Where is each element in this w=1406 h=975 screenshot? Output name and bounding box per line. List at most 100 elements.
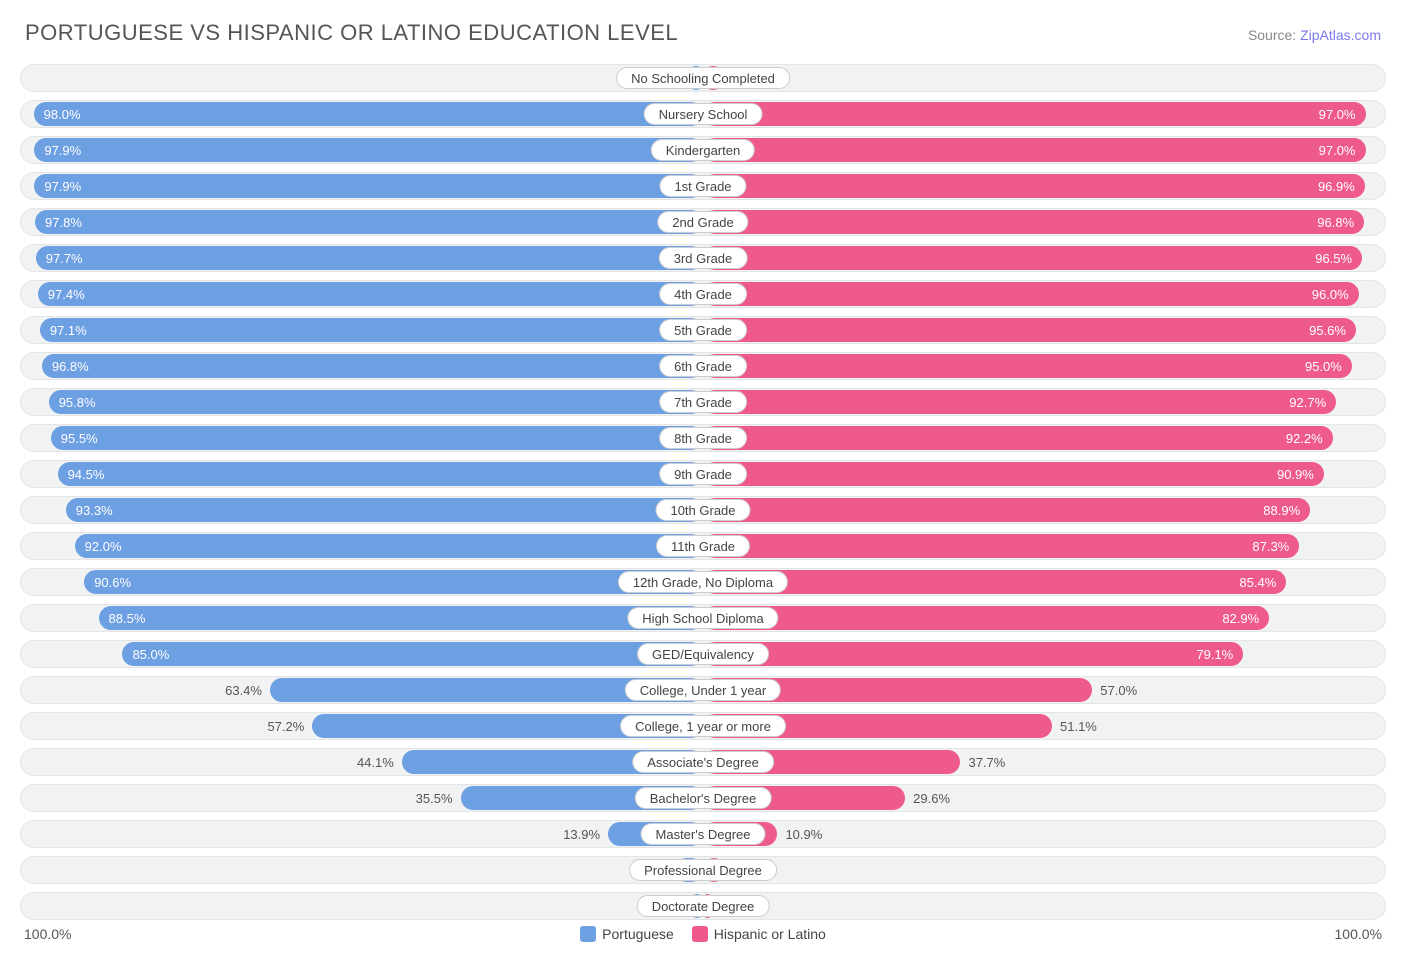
chart-row: 2.1%3.0%No Schooling Completed: [20, 64, 1386, 92]
bar-left: 95.8%: [49, 390, 703, 414]
category-label: 1st Grade: [659, 175, 746, 197]
right-half: 96.8%: [703, 208, 1386, 236]
right-half: 96.0%: [703, 280, 1386, 308]
category-label: Associate's Degree: [632, 751, 774, 773]
chart-header: PORTUGUESE VS HISPANIC OR LATINO EDUCATI…: [25, 20, 1381, 46]
chart-row: 97.9%96.9%1st Grade: [20, 172, 1386, 200]
right-half: 95.0%: [703, 352, 1386, 380]
legend: Portuguese Hispanic or Latino: [580, 926, 826, 942]
bar-right: 85.4%: [703, 570, 1286, 594]
right-half: 1.3%: [703, 892, 1386, 920]
value-label-right: 29.6%: [905, 784, 958, 812]
bar-right: 97.0%: [703, 138, 1366, 162]
category-label: 8th Grade: [659, 427, 747, 449]
category-label: 3rd Grade: [659, 247, 748, 269]
left-half: 35.5%: [20, 784, 703, 812]
right-half: 10.9%: [703, 820, 1386, 848]
left-half: 95.8%: [20, 388, 703, 416]
left-half: 44.1%: [20, 748, 703, 776]
chart-row: 96.8%95.0%6th Grade: [20, 352, 1386, 380]
bar-left: 97.8%: [35, 210, 703, 234]
track: [20, 892, 703, 920]
right-half: 3.0%: [703, 64, 1386, 92]
bar-right: 82.9%: [703, 606, 1269, 630]
right-half: 85.4%: [703, 568, 1386, 596]
chart-row: 44.1% 37.7% Associate's Degree: [20, 748, 1386, 776]
chart-row: 97.4%96.0%4th Grade: [20, 280, 1386, 308]
value-label-right: 37.7%: [960, 748, 1013, 776]
left-half: 94.5%: [20, 460, 703, 488]
chart-row: 92.0%87.3%11th Grade: [20, 532, 1386, 560]
value-label-left: 44.1%: [349, 748, 402, 776]
source-prefix: Source:: [1248, 27, 1300, 43]
right-half: 51.1%: [703, 712, 1386, 740]
right-half: 3.2%: [703, 856, 1386, 884]
category-label: College, Under 1 year: [625, 679, 781, 701]
track: [20, 856, 703, 884]
bar-left: 95.5%: [51, 426, 703, 450]
legend-item-left: Portuguese: [580, 926, 674, 942]
bar-left: 88.5%: [99, 606, 703, 630]
right-half: 82.9%: [703, 604, 1386, 632]
track: [703, 856, 1386, 884]
bar-left: 93.3%: [66, 498, 703, 522]
chart-row: 94.5%90.9%9th Grade: [20, 460, 1386, 488]
bar-right: 97.0%: [703, 102, 1366, 126]
bar-left: 96.8%: [42, 354, 703, 378]
chart-row: 93.3%88.9%10th Grade: [20, 496, 1386, 524]
right-half: 88.9%: [703, 496, 1386, 524]
chart-row: 88.5%82.9%High School Diploma: [20, 604, 1386, 632]
left-half: 57.2%: [20, 712, 703, 740]
value-label-left: 57.2%: [259, 712, 312, 740]
value-label-left: 35.5%: [408, 784, 461, 812]
right-half: 92.2%: [703, 424, 1386, 452]
right-half: 97.0%: [703, 136, 1386, 164]
bar-left: 85.0%: [122, 642, 703, 666]
category-label: 4th Grade: [659, 283, 747, 305]
left-half: 93.3%: [20, 496, 703, 524]
legend-swatch-right: [692, 926, 708, 942]
bar-left: 97.9%: [34, 138, 703, 162]
chart-row: 85.0%79.1%GED/Equivalency: [20, 640, 1386, 668]
bar-left: 97.1%: [40, 318, 703, 342]
right-half: 96.9%: [703, 172, 1386, 200]
left-half: 13.9%: [20, 820, 703, 848]
legend-label-left: Portuguese: [602, 926, 674, 942]
track: [703, 892, 1386, 920]
category-label: Nursery School: [644, 103, 763, 125]
bar-right: 92.2%: [703, 426, 1333, 450]
chart-row: 98.0%97.0%Nursery School: [20, 100, 1386, 128]
value-label-right: 51.1%: [1052, 712, 1105, 740]
chart-title: PORTUGUESE VS HISPANIC OR LATINO EDUCATI…: [25, 20, 678, 46]
bar-right: 88.9%: [703, 498, 1310, 522]
value-label-left: 13.9%: [555, 820, 608, 848]
bar-right: 95.0%: [703, 354, 1352, 378]
bar-right: 96.8%: [703, 210, 1364, 234]
source-link[interactable]: ZipAtlas.com: [1300, 27, 1381, 43]
bar-right: 95.6%: [703, 318, 1356, 342]
left-half: 97.9%: [20, 172, 703, 200]
chart-row: 97.7%96.5%3rd Grade: [20, 244, 1386, 272]
right-half: 92.7%: [703, 388, 1386, 416]
value-label-right: 10.9%: [777, 820, 830, 848]
category-label: Bachelor's Degree: [635, 787, 772, 809]
chart-footer: 100.0% Portuguese Hispanic or Latino 100…: [20, 926, 1386, 942]
bar-right: 92.7%: [703, 390, 1336, 414]
right-half: 96.5%: [703, 244, 1386, 272]
track: [703, 64, 1386, 92]
value-label-left: 63.4%: [217, 676, 270, 704]
chart-row: 1.8%1.3%Doctorate Degree: [20, 892, 1386, 920]
right-half: 79.1%: [703, 640, 1386, 668]
chart-row: 63.4%57.0%College, Under 1 year: [20, 676, 1386, 704]
category-label: Master's Degree: [641, 823, 766, 845]
left-half: 98.0%: [20, 100, 703, 128]
category-label: Kindergarten: [651, 139, 755, 161]
category-label: Professional Degree: [629, 859, 777, 881]
left-half: 2.1%: [20, 64, 703, 92]
bar-left: 97.4%: [38, 282, 703, 306]
category-label: 6th Grade: [659, 355, 747, 377]
left-half: 97.4%: [20, 280, 703, 308]
category-label: 11th Grade: [656, 535, 750, 557]
category-label: GED/Equivalency: [637, 643, 769, 665]
right-half: 97.0%: [703, 100, 1386, 128]
